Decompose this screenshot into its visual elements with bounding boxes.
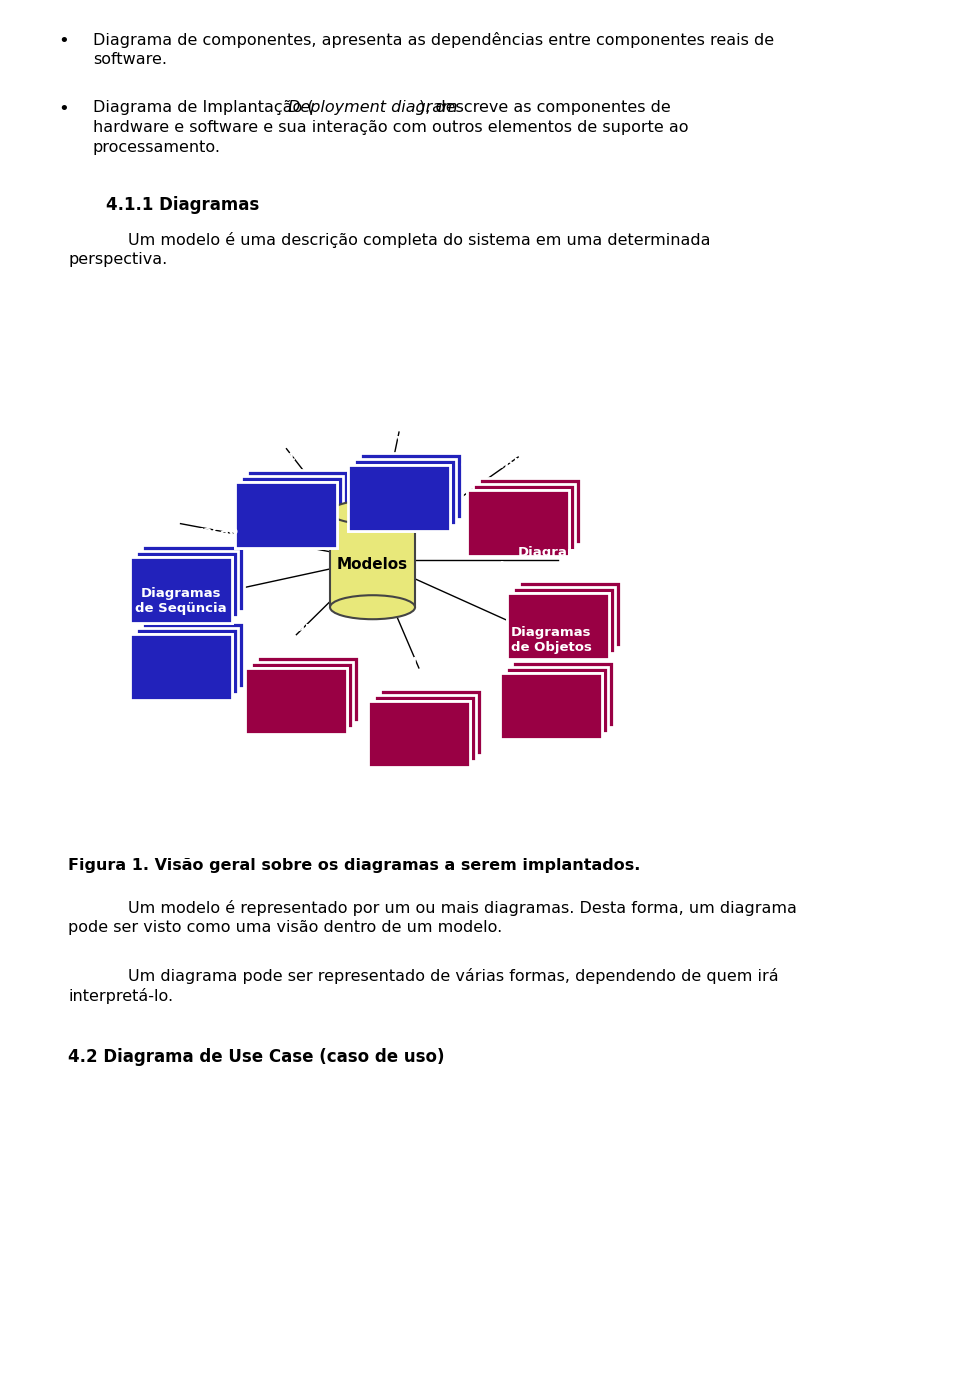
Bar (130, 557, 231, 623)
Text: Um diagrama pode ser representado de várias formas, dependendo de quem irá: Um diagrama pode ser representado de vár… (128, 968, 779, 983)
Bar (513, 662, 614, 727)
Bar (130, 634, 231, 701)
Text: Figura 1. Visão geral sobre os diagramas a serem implantados.: Figura 1. Visão geral sobre os diagramas… (68, 858, 640, 873)
Bar (507, 593, 609, 659)
Bar (130, 634, 231, 701)
Bar (135, 628, 237, 694)
Bar (246, 667, 348, 734)
Text: •: • (58, 100, 69, 118)
Bar (468, 490, 569, 556)
Text: Diagramas
de Seqüncia: Diagramas de Seqüncia (134, 588, 227, 616)
Bar (235, 482, 338, 547)
Text: Diagramas
de Componentes: Diagramas de Componentes (495, 546, 620, 574)
Bar (468, 490, 569, 556)
Text: •: • (58, 32, 69, 50)
Bar (130, 557, 231, 623)
Text: hardware e software e sua interação com outros elementos de suporte ao: hardware e software e sua interação com … (93, 120, 688, 135)
Text: Diagramas
de Deployment: Diagramas de Deployment (462, 443, 575, 471)
Text: Diagramas
de Use Cases: Diagramas de Use Cases (247, 621, 346, 649)
Bar (368, 701, 469, 768)
Bar (242, 476, 344, 542)
Bar (513, 586, 614, 653)
Bar (135, 550, 237, 617)
Bar (506, 667, 609, 733)
Text: pode ser visto como uma visão dentro de um modelo.: pode ser visto como uma visão dentro de … (68, 919, 502, 935)
Text: Diagramas
de Atividade: Diagramas de Atividade (351, 418, 446, 446)
Text: Diagramas
de classes: Diagramas de classes (378, 653, 459, 683)
Bar (507, 593, 609, 659)
Bar (373, 695, 476, 761)
Bar (360, 453, 462, 520)
Text: Deployment diagram: Deployment diagram (288, 100, 458, 116)
Bar (473, 483, 575, 550)
Ellipse shape (330, 595, 415, 620)
Text: Um modelo é representado por um ou mais diagramas. Desta forma, um diagrama: Um modelo é representado por um ou mais … (128, 900, 797, 917)
Bar (252, 662, 353, 727)
Text: interpretá-lo.: interpretá-lo. (68, 988, 173, 1004)
Text: Um modelo é uma descrição completa do sistema em uma determinada: Um modelo é uma descrição completa do si… (128, 233, 710, 248)
Bar (330, 513, 415, 607)
Text: Diagramas
de Estado: Diagramas de Estado (246, 435, 326, 462)
Text: software.: software. (93, 52, 167, 67)
Text: processamento.: processamento. (93, 141, 221, 155)
Text: ), descreve as componentes de: ), descreve as componentes de (419, 100, 671, 116)
Bar (235, 482, 338, 547)
Bar (348, 465, 450, 531)
Text: Diagrama de Implantação (: Diagrama de Implantação ( (93, 100, 314, 116)
Text: Modelos: Modelos (337, 557, 408, 573)
Bar (479, 478, 581, 545)
Text: Diagrama de componentes, apresenta as dependências entre componentes reais de: Diagrama de componentes, apresenta as de… (93, 32, 774, 47)
Bar (348, 465, 450, 531)
Text: 4.2 Diagrama de Use Case (caso de uso): 4.2 Diagrama de Use Case (caso de uso) (68, 1048, 444, 1066)
Bar (257, 656, 359, 722)
Bar (248, 469, 349, 536)
Text: Diagramas
de Colaboração: Diagramas de Colaboração (123, 510, 239, 538)
Bar (246, 667, 348, 734)
Bar (368, 701, 469, 768)
Bar (141, 623, 244, 688)
Bar (500, 673, 602, 740)
Bar (500, 673, 602, 740)
Ellipse shape (330, 500, 415, 524)
Text: Diagramas
de Objetos: Diagramas de Objetos (511, 627, 591, 655)
Bar (518, 581, 621, 646)
Text: 4.1.1 Diagramas: 4.1.1 Diagramas (106, 196, 259, 215)
Bar (380, 690, 482, 755)
Bar (354, 460, 456, 525)
Text: perspectiva.: perspectiva. (68, 252, 167, 267)
Bar (141, 545, 244, 610)
